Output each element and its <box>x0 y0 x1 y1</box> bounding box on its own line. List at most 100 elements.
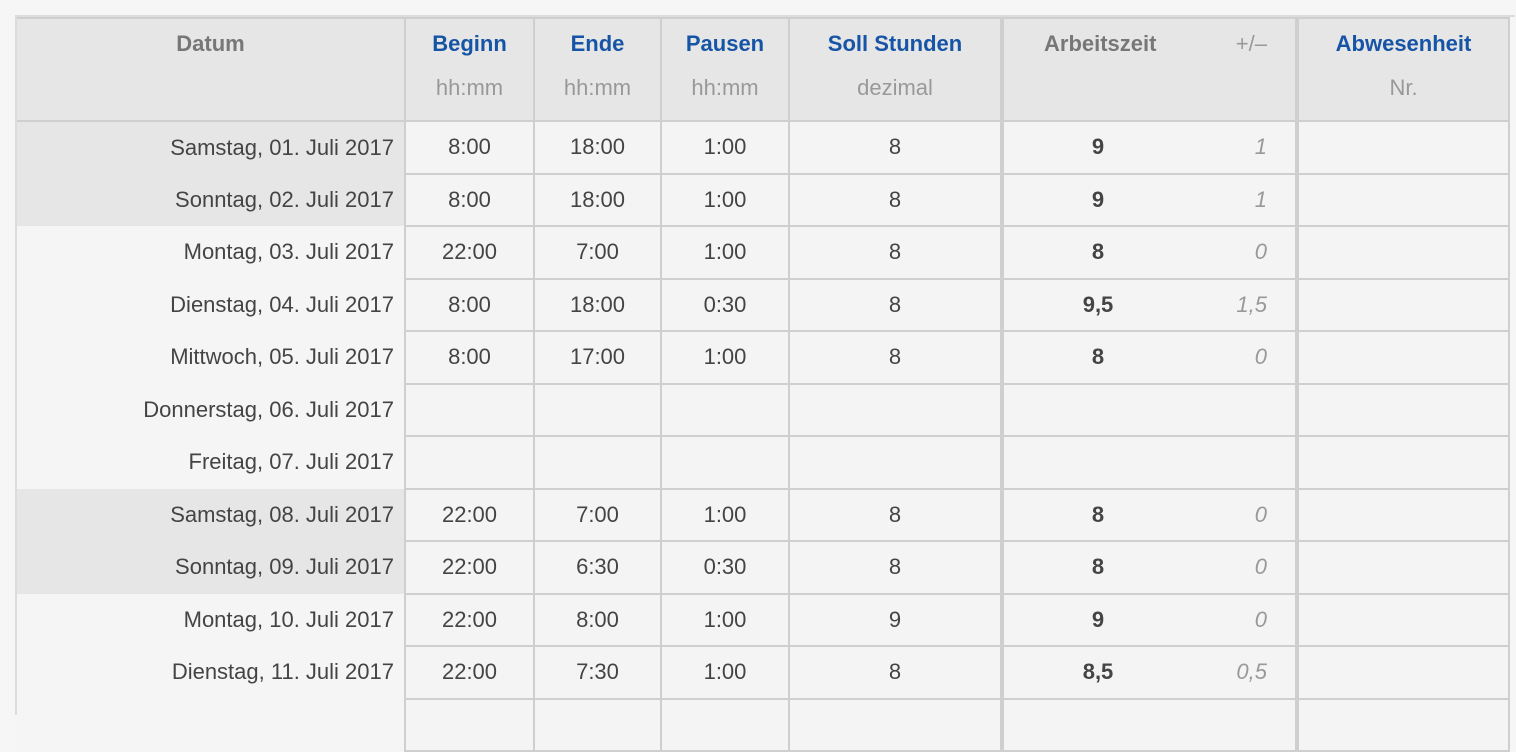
abwesenheit-cell[interactable] <box>1295 277 1510 332</box>
table-row: Freitag, 07. Juli 2017 <box>17 435 1510 490</box>
date-cell: Sonntag, 02. Juli 2017 <box>17 173 406 226</box>
soll-cell[interactable]: 8 <box>788 277 1003 332</box>
soll-cell[interactable]: 9 <box>788 592 1003 647</box>
beginn-cell[interactable]: 22:00 <box>404 592 535 647</box>
table-row: Sonntag, 02. Juli 2017 8:00 18:00 1:00 8 9 1 <box>17 172 1510 227</box>
diff-cell[interactable]: 0 <box>1192 540 1298 595</box>
header-pausen[interactable]: Pausen hh:mm <box>660 17 790 122</box>
soll-cell[interactable] <box>788 435 1003 490</box>
diff-cell[interactable]: 0 <box>1192 330 1298 385</box>
header-soll-stunden[interactable]: Soll Stunden dezimal <box>788 17 1003 122</box>
pausen-cell[interactable]: 0:30 <box>660 277 790 332</box>
header-row: Datum Beginn hh:mm Ende hh:mm Pausen hh:mm … <box>17 17 1510 122</box>
soll-cell[interactable] <box>788 697 1003 752</box>
page-frame <box>15 15 1515 715</box>
abwesenheit-cell[interactable] <box>1295 697 1510 752</box>
pausen-cell[interactable]: 1:00 <box>660 645 790 700</box>
beginn-cell[interactable]: 8:00 <box>404 172 535 227</box>
abwesenheit-cell[interactable] <box>1295 120 1510 175</box>
beginn-cell[interactable] <box>404 697 535 752</box>
table-row: Sonntag, 09. Juli 2017 22:00 6:30 0:30 8 8 0 <box>17 540 1510 595</box>
soll-cell[interactable]: 8 <box>788 330 1003 385</box>
ende-cell[interactable]: 18:00 <box>533 277 662 332</box>
diff-cell[interactable]: 0,5 <box>1192 645 1298 700</box>
soll-cell[interactable] <box>788 382 1003 437</box>
arbeitszeit-cell[interactable]: 8 <box>1000 540 1192 595</box>
arbeitszeit-cell[interactable]: 8 <box>1000 487 1192 542</box>
ende-cell[interactable]: 17:00 <box>533 330 662 385</box>
diff-cell[interactable]: 0 <box>1192 225 1298 280</box>
header-beginn[interactable]: Beginn hh:mm <box>404 17 535 122</box>
pausen-cell[interactable]: 1:00 <box>660 225 790 280</box>
pausen-cell[interactable] <box>660 382 790 437</box>
soll-cell[interactable]: 8 <box>788 120 1003 175</box>
diff-cell[interactable] <box>1192 435 1298 490</box>
beginn-cell[interactable]: 22:00 <box>404 487 535 542</box>
arbeitszeit-cell[interactable]: 9 <box>1000 120 1192 175</box>
pausen-cell[interactable]: 1:00 <box>660 592 790 647</box>
ende-cell[interactable]: 18:00 <box>533 172 662 227</box>
beginn-cell[interactable] <box>404 382 535 437</box>
pausen-cell[interactable]: 0:30 <box>660 540 790 595</box>
diff-cell[interactable]: 1 <box>1192 172 1298 227</box>
beginn-cell[interactable] <box>404 435 535 490</box>
header-arbeitszeit: Arbeitszeit <box>1000 17 1192 122</box>
arbeitszeit-cell[interactable] <box>1000 435 1192 490</box>
header-abwesenheit[interactable]: Abwesenheit Nr. <box>1295 17 1510 122</box>
arbeitszeit-cell[interactable]: 9,5 <box>1000 277 1192 332</box>
ende-cell[interactable] <box>533 435 662 490</box>
pausen-cell[interactable]: 1:00 <box>660 487 790 542</box>
soll-cell[interactable]: 8 <box>788 487 1003 542</box>
diff-cell[interactable]: 1,5 <box>1192 277 1298 332</box>
abwesenheit-cell[interactable] <box>1295 487 1510 542</box>
beginn-cell[interactable]: 22:00 <box>404 645 535 700</box>
arbeitszeit-cell[interactable] <box>1000 697 1192 752</box>
header-ende[interactable]: Ende hh:mm <box>533 17 662 122</box>
ende-cell[interactable]: 18:00 <box>533 120 662 175</box>
abwesenheit-cell[interactable] <box>1295 382 1510 437</box>
diff-cell[interactable]: 0 <box>1192 592 1298 647</box>
diff-cell[interactable] <box>1192 382 1298 437</box>
diff-cell[interactable]: 0 <box>1192 487 1298 542</box>
pausen-cell[interactable]: 1:00 <box>660 120 790 175</box>
soll-cell[interactable]: 8 <box>788 540 1003 595</box>
abwesenheit-cell[interactable] <box>1295 330 1510 385</box>
beginn-cell[interactable]: 22:00 <box>404 540 535 595</box>
timesheet-table: Datum Beginn hh:mm Ende hh:mm Pausen hh:mm … <box>17 17 1510 752</box>
abwesenheit-cell[interactable] <box>1295 592 1510 647</box>
abwesenheit-cell[interactable] <box>1295 435 1510 490</box>
arbeitszeit-cell[interactable]: 9 <box>1000 592 1192 647</box>
beginn-cell[interactable]: 22:00 <box>404 225 535 280</box>
arbeitszeit-cell[interactable]: 8,5 <box>1000 645 1192 700</box>
pausen-cell[interactable]: 1:00 <box>660 172 790 227</box>
beginn-cell[interactable]: 8:00 <box>404 120 535 175</box>
diff-cell[interactable]: 1 <box>1192 120 1298 175</box>
abwesenheit-cell[interactable] <box>1295 540 1510 595</box>
pausen-cell[interactable]: 1:00 <box>660 330 790 385</box>
arbeitszeit-cell[interactable] <box>1000 382 1192 437</box>
soll-cell[interactable]: 8 <box>788 645 1003 700</box>
beginn-cell[interactable]: 8:00 <box>404 330 535 385</box>
pausen-cell[interactable] <box>660 435 790 490</box>
diff-cell[interactable] <box>1192 697 1298 752</box>
ende-cell[interactable]: 7:00 <box>533 487 662 542</box>
abwesenheit-cell[interactable] <box>1295 225 1510 280</box>
pausen-cell[interactable] <box>660 697 790 752</box>
arbeitszeit-cell[interactable]: 9 <box>1000 172 1192 227</box>
table-row: Samstag, 08. Juli 2017 22:00 7:00 1:00 8 8 0 <box>17 487 1510 542</box>
ende-cell[interactable]: 7:00 <box>533 225 662 280</box>
abwesenheit-cell[interactable] <box>1295 172 1510 227</box>
date-cell: Mittwoch, 05. Juli 2017 <box>17 331 406 384</box>
beginn-cell[interactable]: 8:00 <box>404 277 535 332</box>
ende-cell[interactable]: 8:00 <box>533 592 662 647</box>
soll-cell[interactable]: 8 <box>788 172 1003 227</box>
ende-cell[interactable] <box>533 697 662 752</box>
abwesenheit-cell[interactable] <box>1295 645 1510 700</box>
ende-cell[interactable]: 7:30 <box>533 645 662 700</box>
arbeitszeit-cell[interactable]: 8 <box>1000 225 1192 280</box>
table-row: Dienstag, 11. Juli 2017 22:00 7:30 1:00 8 8,5… <box>17 645 1510 700</box>
ende-cell[interactable]: 6:30 <box>533 540 662 595</box>
soll-cell[interactable]: 8 <box>788 225 1003 280</box>
arbeitszeit-cell[interactable]: 8 <box>1000 330 1192 385</box>
ende-cell[interactable] <box>533 382 662 437</box>
